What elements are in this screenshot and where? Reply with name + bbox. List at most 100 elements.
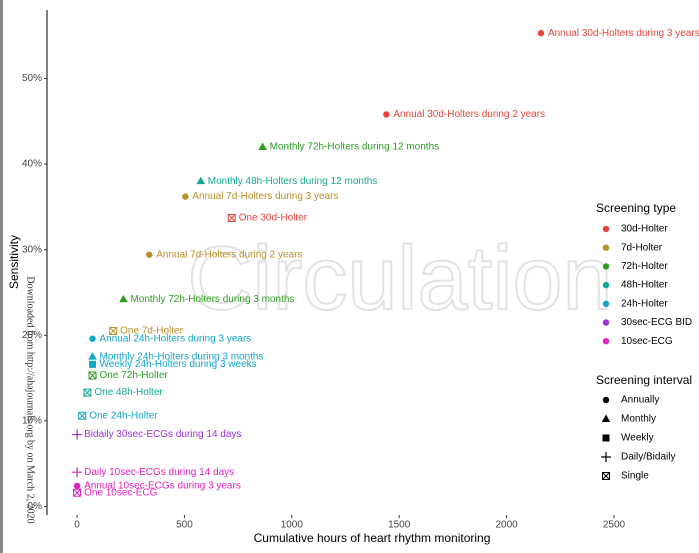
y-tick-label: 10%: [22, 415, 42, 426]
marker-part: [383, 111, 390, 118]
legend-label: Single: [621, 471, 649, 482]
point: [73, 488, 82, 497]
point: [109, 326, 118, 335]
marker-part: [602, 472, 610, 480]
legend-label: Daily/Bidaily: [621, 452, 675, 463]
y-axis-title: Sensitivity: [7, 235, 21, 289]
marker-part: [88, 371, 97, 380]
legend-label: Weekly: [621, 433, 654, 444]
marker-part: [89, 335, 96, 342]
point-label: Monthly 48h-Holters during 12 months: [208, 176, 378, 187]
point: [196, 176, 206, 185]
legend-swatch: [602, 319, 610, 326]
point-label: One 7d-Holter: [120, 326, 183, 337]
point: [182, 193, 189, 200]
point: [72, 467, 83, 478]
point-label: Monthly 72h-Holters during 3 months: [130, 294, 294, 305]
y-tick-label: 40%: [22, 159, 42, 170]
y-tick-label: 30%: [22, 244, 42, 255]
point: [73, 482, 81, 490]
y-tick-label: 50%: [22, 73, 42, 84]
legend-swatch: [602, 472, 610, 480]
x-tick-label: 500: [176, 520, 193, 531]
marker-part: [89, 360, 97, 368]
marker-part: [196, 176, 206, 185]
point: [72, 429, 83, 440]
y-tick-label: 20%: [22, 330, 42, 341]
marker-part: [602, 434, 610, 442]
marker-part: [227, 213, 236, 222]
legend-swatch: [602, 396, 610, 404]
legend-label: 30d-Holter: [621, 224, 668, 235]
marker-part: [119, 294, 128, 303]
legend-label: 10sec-ECG: [621, 336, 673, 347]
point-label: Annual 30d-Holters during 3 years: [548, 28, 699, 39]
point-label: Weekly 24h-Holters during 3 weeks: [100, 359, 257, 370]
x-tick-label: 0: [74, 520, 80, 531]
legend-swatch: [602, 281, 610, 289]
marker-part: [601, 414, 611, 422]
point-label: One 24h-Holter: [89, 410, 158, 421]
legend-swatch: [601, 414, 611, 422]
legend-swatch: [601, 452, 611, 462]
legend-swatch: [602, 244, 610, 251]
point-label: Annual 7d-Holters during 2 years: [156, 249, 302, 260]
legend-label: 48h-Holter: [621, 280, 668, 291]
marker-part: [83, 388, 92, 397]
legend-swatch: [602, 263, 610, 270]
marker-part: [73, 488, 82, 497]
edge-bar: [0, 0, 3, 553]
point: [227, 213, 236, 222]
point-label: Annual 10sec-ECGs during 3 years: [84, 481, 241, 492]
marker-part: [72, 467, 83, 478]
legend-title: Screening interval: [596, 373, 692, 387]
marker-part: [602, 396, 610, 404]
point-label: One 30d-Holter: [239, 213, 308, 224]
point: [78, 411, 87, 420]
marker-part: [537, 29, 545, 37]
point-label: One 48h-Holter: [94, 387, 163, 398]
marker-part: [78, 411, 87, 420]
marker-part: [258, 142, 267, 150]
watermark: Circulation: [187, 229, 612, 329]
point: [83, 388, 92, 397]
legend-swatch: [602, 300, 610, 307]
point: [383, 111, 390, 118]
legend-label: Monthly: [621, 414, 656, 425]
point: [119, 294, 128, 303]
marker-part: [146, 251, 153, 258]
legend-title: Screening type: [596, 201, 676, 215]
y-tick-label: 0%: [28, 501, 43, 512]
legend-label: 72h-Holter: [621, 261, 668, 272]
x-tick-label: 2000: [495, 520, 518, 531]
point-label: Annual 30d-Holters during 2 years: [393, 109, 545, 120]
x-axis-title: Cumulative hours of heart rhythm monitor…: [254, 531, 491, 545]
legend-label: 7d-Holter: [621, 242, 663, 253]
point: [537, 29, 545, 37]
x-tick-label: 1500: [388, 520, 411, 531]
marker-part: [72, 429, 83, 440]
legend-swatch: [602, 338, 610, 345]
legend-label: Annually: [621, 395, 659, 406]
x-tick-label: 2500: [603, 520, 626, 531]
point-label: Monthly 72h-Holters during 12 months: [270, 142, 440, 153]
point-label: Annual 7d-Holters during 3 years: [192, 191, 338, 202]
point-label: One 72h-Holter: [100, 370, 169, 381]
legend-swatch: [602, 434, 610, 442]
point-label: Annual 24h-Holters during 3 years: [100, 333, 252, 344]
x-tick-label: 1000: [281, 520, 304, 531]
point-label: Monthly 24h-Holters during 3 months: [100, 351, 264, 362]
legend-label: 30sec-ECG BID: [621, 317, 692, 328]
marker-part: [601, 452, 611, 462]
point: [258, 142, 267, 150]
point: [146, 251, 153, 258]
marker-part: [88, 352, 97, 360]
marker-part: [73, 482, 81, 490]
point: [88, 352, 97, 360]
marker-part: [182, 193, 189, 200]
legend-label: 24h-Holter: [621, 298, 668, 309]
point-label: One 10sec-ECG: [84, 487, 158, 498]
point: [89, 360, 97, 368]
